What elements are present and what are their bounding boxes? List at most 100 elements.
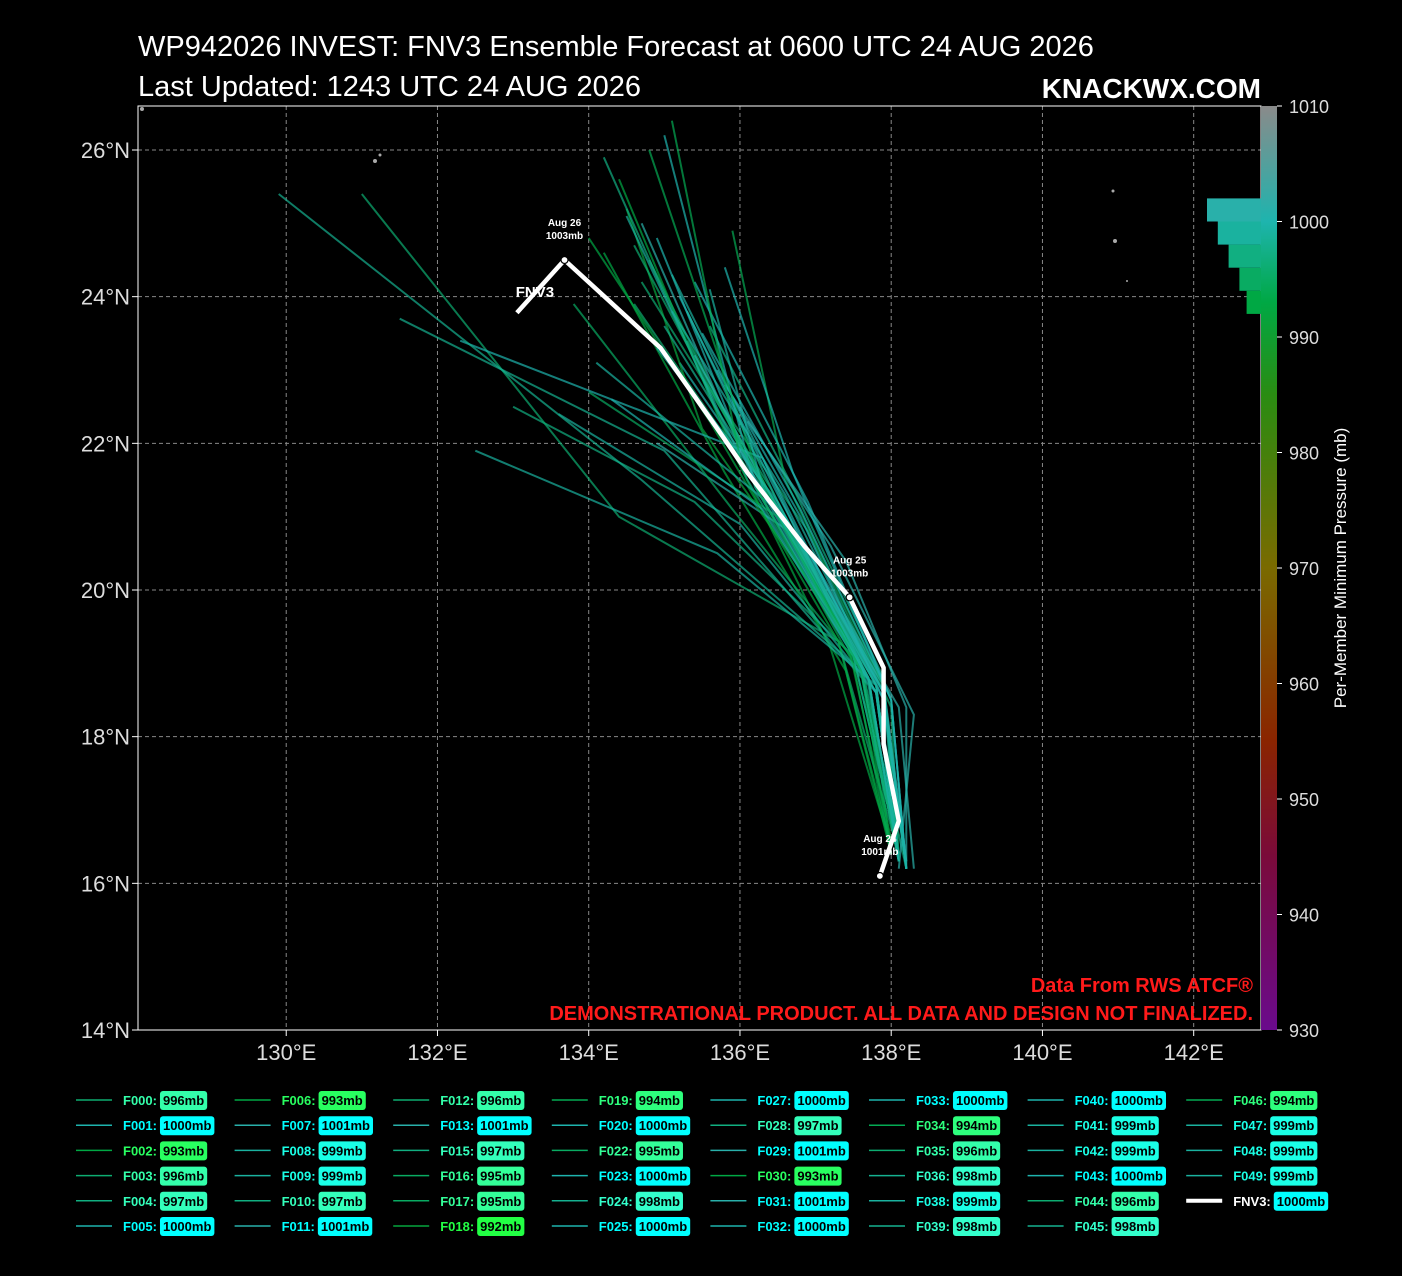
legend-label: F028:	[757, 1118, 791, 1133]
legend-label: F027:	[757, 1093, 791, 1108]
marker-pressure: 1003mb	[546, 231, 583, 242]
legend-label: F005:	[123, 1219, 157, 1234]
legend-pressure-box	[318, 1116, 373, 1136]
x-tick-label: 130°E	[256, 1040, 316, 1065]
legend-label: F012:	[440, 1093, 474, 1108]
histogram-bar	[1239, 267, 1261, 291]
legend-label: F042:	[1075, 1143, 1109, 1158]
legend-label: F003:	[123, 1169, 157, 1184]
legend-label: F011:	[282, 1219, 315, 1234]
marker-date: Aug 25	[833, 555, 867, 566]
legend-pressure-box	[317, 1217, 373, 1236]
member-track	[670, 120, 893, 855]
x-tick-label: 140°E	[1012, 1040, 1072, 1065]
chart-title: WP942026 INVEST: FNV3 Ensemble Forecast …	[138, 31, 1094, 63]
legend-pressure-box	[318, 1091, 366, 1110]
histogram-bar	[1228, 244, 1261, 268]
legend-label: F029:	[757, 1143, 791, 1158]
legend-label: F035:	[916, 1143, 950, 1158]
legend-pressure-box	[952, 1141, 1001, 1161]
legend-pressure-box	[635, 1166, 691, 1186]
legend-pressure: 996mb	[163, 1093, 204, 1108]
legend-pressure: 1000mb	[797, 1093, 845, 1108]
legend-pressure: 1000mb	[163, 1118, 211, 1133]
legend-pressure: 1000mb	[1277, 1194, 1325, 1209]
island	[373, 159, 377, 163]
legend-pressure: 992mb	[480, 1219, 521, 1234]
legend-pressure-box	[1270, 1166, 1318, 1186]
legend-pressure: 1000mb	[797, 1219, 845, 1234]
legend-pressure: 1001mb	[321, 1219, 369, 1234]
legend-pressure-box	[1111, 1217, 1159, 1236]
legend-pressure-box	[1270, 1141, 1318, 1161]
track-marker	[875, 871, 884, 881]
member-track	[587, 237, 893, 847]
legend-pressure: 996mb	[956, 1143, 997, 1158]
legend-pressure-box	[635, 1141, 683, 1161]
legend-pressure: 1001mb	[480, 1118, 528, 1133]
legend-label: F023:	[599, 1169, 633, 1184]
colorbar	[1261, 106, 1277, 1030]
legend-label: F040:	[1075, 1093, 1109, 1108]
legend-pressure: 998mb	[639, 1194, 680, 1209]
legend-label: F033:	[916, 1093, 950, 1108]
island	[1113, 239, 1117, 243]
legend-pressure-box	[794, 1141, 849, 1161]
legend-pressure-box	[794, 1091, 849, 1110]
mean-track	[515, 257, 902, 877]
legend-pressure-box	[1270, 1091, 1318, 1110]
member-track	[746, 420, 908, 869]
watermark: KNACKWX.COM	[1042, 73, 1261, 104]
y-tick-label: 24°N	[81, 285, 130, 310]
legend-pressure-box	[159, 1217, 215, 1236]
island	[140, 107, 144, 111]
legend-label: F018:	[440, 1219, 474, 1234]
marker-pressure: 1001mb	[861, 847, 898, 858]
legend-label: F006:	[282, 1093, 316, 1108]
legend-pressure-box	[477, 1166, 525, 1186]
histogram-bar	[1207, 198, 1261, 222]
y-tick-label: 14°N	[81, 1018, 130, 1043]
legend-pressure: 1000mb	[639, 1219, 687, 1234]
legend-label: F025:	[599, 1219, 633, 1234]
legend-label: F009:	[282, 1169, 316, 1184]
legend-pressure-box	[477, 1217, 525, 1236]
legend-pressure: 999mb	[1115, 1143, 1156, 1158]
legend-pressure: 1000mb	[1115, 1093, 1163, 1108]
legend-label: F017:	[440, 1194, 474, 1209]
legend-pressure: 995mb	[639, 1143, 680, 1158]
legend-pressure: 994mb	[956, 1118, 997, 1133]
legend-label: F036:	[916, 1169, 950, 1184]
legend-pressure-box	[318, 1166, 366, 1186]
legend-pressure: 994mb	[639, 1093, 680, 1108]
legend-label: F010:	[282, 1194, 316, 1209]
legend-pressure: 999mb	[956, 1194, 997, 1209]
legend-pressure-box	[159, 1116, 215, 1136]
legend-pressure: 994mb	[1273, 1093, 1314, 1108]
legend-label: F038:	[916, 1194, 950, 1209]
x-tick-label: 138°E	[861, 1040, 921, 1065]
colorbar-tick-label: 940	[1289, 906, 1319, 926]
legend-label: F013:	[440, 1118, 474, 1133]
legend-pressure-box	[159, 1191, 208, 1211]
island	[378, 153, 382, 157]
x-tick-label: 136°E	[710, 1040, 770, 1065]
colorbar-tick-label: 980	[1289, 444, 1319, 464]
colorbar-tick-label: 990	[1289, 328, 1319, 348]
colorbar-tick-label: 930	[1289, 1021, 1319, 1041]
legend-label: F001:	[123, 1118, 157, 1133]
legend-pressure: 1001mb	[797, 1194, 845, 1209]
legend-pressure: 993mb	[322, 1093, 363, 1108]
member-track	[671, 310, 908, 869]
legend-pressure: 997mb	[322, 1194, 363, 1209]
marker-date: Aug 26	[548, 218, 582, 229]
legend-label: F030:	[757, 1169, 791, 1184]
legend-pressure-box	[1111, 1141, 1159, 1161]
legend-pressure: 1000mb	[639, 1169, 687, 1184]
mean-label: FNV3	[516, 284, 554, 301]
chart-subtitle: Last Updated: 1243 UTC 24 AUG 2026	[138, 71, 641, 103]
legend-label: F022:	[599, 1143, 633, 1158]
legend-pressure: 999mb	[1115, 1118, 1156, 1133]
legend-pressure: 996mb	[163, 1169, 204, 1184]
